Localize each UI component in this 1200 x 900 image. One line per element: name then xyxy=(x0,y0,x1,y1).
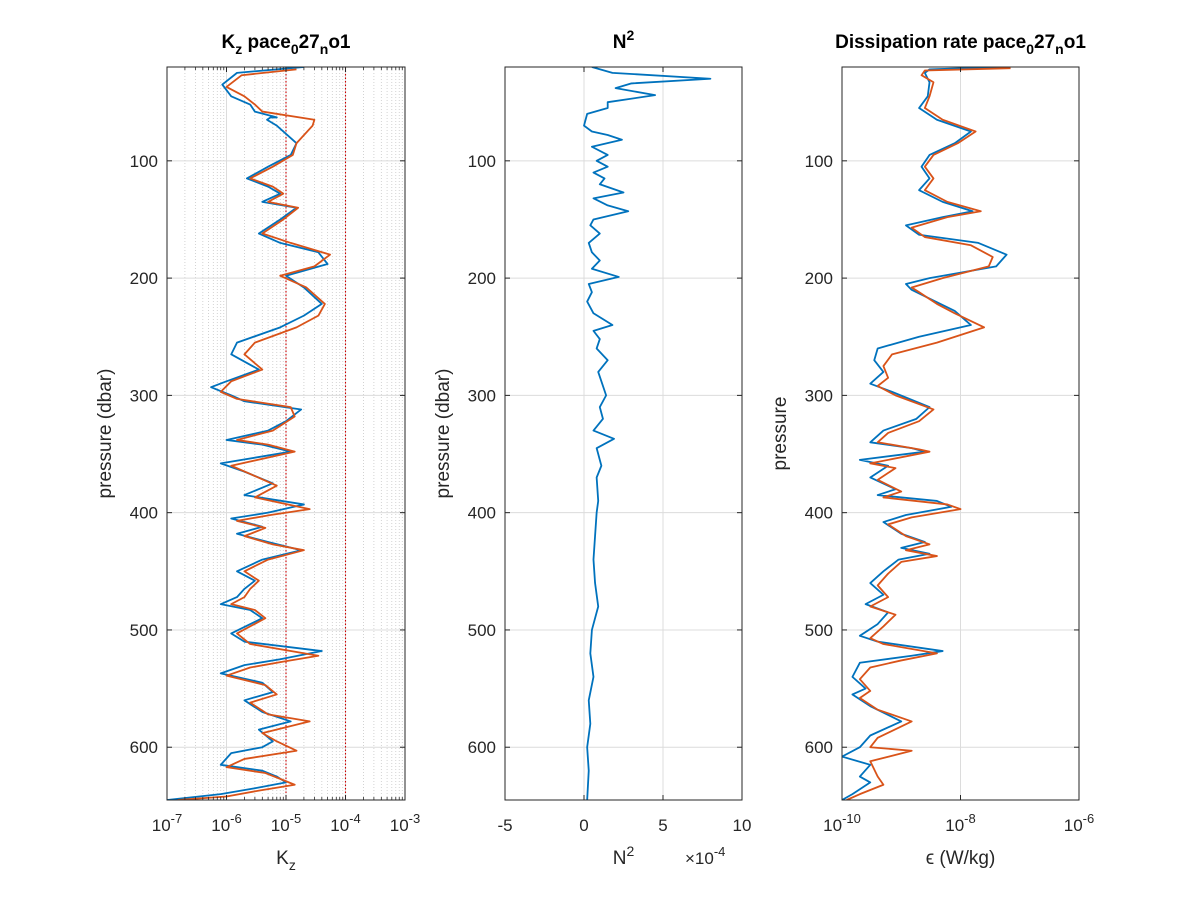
y-tick-label: 300 xyxy=(805,386,833,405)
y-tick-label: 400 xyxy=(805,504,833,523)
dissipation-x-axis-label: ϵ (W/kg) xyxy=(926,848,996,869)
y-tick-label: 600 xyxy=(468,738,496,757)
kz-x-axis-label: Kz xyxy=(276,848,296,873)
kz-series-line-2 xyxy=(177,68,331,800)
y-tick-label: 200 xyxy=(805,269,833,288)
n2-plot-area xyxy=(583,67,712,800)
n2-series-line-1 xyxy=(583,67,712,800)
n2-title: N2 xyxy=(613,27,635,53)
n2-panel: -5 0 5 10 100 200 300 400 500 600 N2 N2 pressure … xyxy=(433,27,751,869)
x-tick-label: 10-5 xyxy=(271,811,301,835)
x-tick-label: 0 xyxy=(579,816,588,835)
y-tick-label: 500 xyxy=(468,621,496,640)
dissipation-plot-area xyxy=(842,67,1011,800)
kz-plot-area xyxy=(167,67,331,800)
y-tick-label: 500 xyxy=(130,621,158,640)
n2-x-axis-label: N2 xyxy=(613,843,635,869)
x-tick-label: -5 xyxy=(497,816,512,835)
x-tick-label: 10 xyxy=(733,816,752,835)
x-tick-label: 10-6 xyxy=(1064,811,1094,835)
n2-ticks: -5 0 5 10 100 200 300 400 500 600 xyxy=(468,67,752,835)
dissipation-panel: 10-10 10-8 10-6 100 200 300 400 500 600 Dissipat… xyxy=(770,32,1094,869)
x-tick-label: 5 xyxy=(658,816,667,835)
y-tick-label: 100 xyxy=(468,152,496,171)
y-tick-label: 300 xyxy=(130,386,158,405)
x-tick-label: 10-8 xyxy=(945,811,975,835)
dissipation-ticks: 10-10 10-8 10-6 100 200 300 400 500 600 xyxy=(805,67,1094,835)
y-tick-label: 200 xyxy=(130,269,158,288)
kz-ticks: 10-7 10-6 10-5 10-4 10-3 100 200 300 400 500 600 xyxy=(130,67,420,835)
y-tick-label: 600 xyxy=(130,738,158,757)
y-tick-label: 400 xyxy=(468,504,496,523)
x-tick-label: 10-7 xyxy=(152,811,182,835)
y-tick-label: 500 xyxy=(805,621,833,640)
n2-x-multiplier: ×10-4 xyxy=(685,844,725,868)
dissipation-y-axis-label: pressure xyxy=(770,397,791,471)
kz-panel: 10-7 10-6 10-5 10-4 10-3 100 200 300 400 500 600 K… xyxy=(95,32,420,873)
dissipation-title: Dissipation rate pace027no1 xyxy=(835,32,1086,57)
kz-series-line-1 xyxy=(167,67,329,800)
x-tick-label: 10-4 xyxy=(330,811,360,835)
x-tick-label: 10-10 xyxy=(823,811,861,835)
y-tick-label: 400 xyxy=(130,504,158,523)
y-tick-label: 600 xyxy=(805,738,833,757)
y-tick-label: 200 xyxy=(468,269,496,288)
y-tick-label: 300 xyxy=(468,386,496,405)
n2-y-axis-label: pressure (dbar) xyxy=(433,369,454,499)
n2-axes-frame xyxy=(504,66,743,801)
kz-title: Kz pace027no1 xyxy=(221,32,350,57)
dissipation-series-line-1 xyxy=(842,67,1008,800)
kz-y-axis-label: pressure (dbar) xyxy=(95,369,116,499)
dissipation-series-line-2 xyxy=(846,67,1011,800)
y-tick-label: 100 xyxy=(805,152,833,171)
x-tick-label: 10-6 xyxy=(211,811,241,835)
x-tick-label: 10-3 xyxy=(390,811,420,835)
y-tick-label: 100 xyxy=(130,152,158,171)
